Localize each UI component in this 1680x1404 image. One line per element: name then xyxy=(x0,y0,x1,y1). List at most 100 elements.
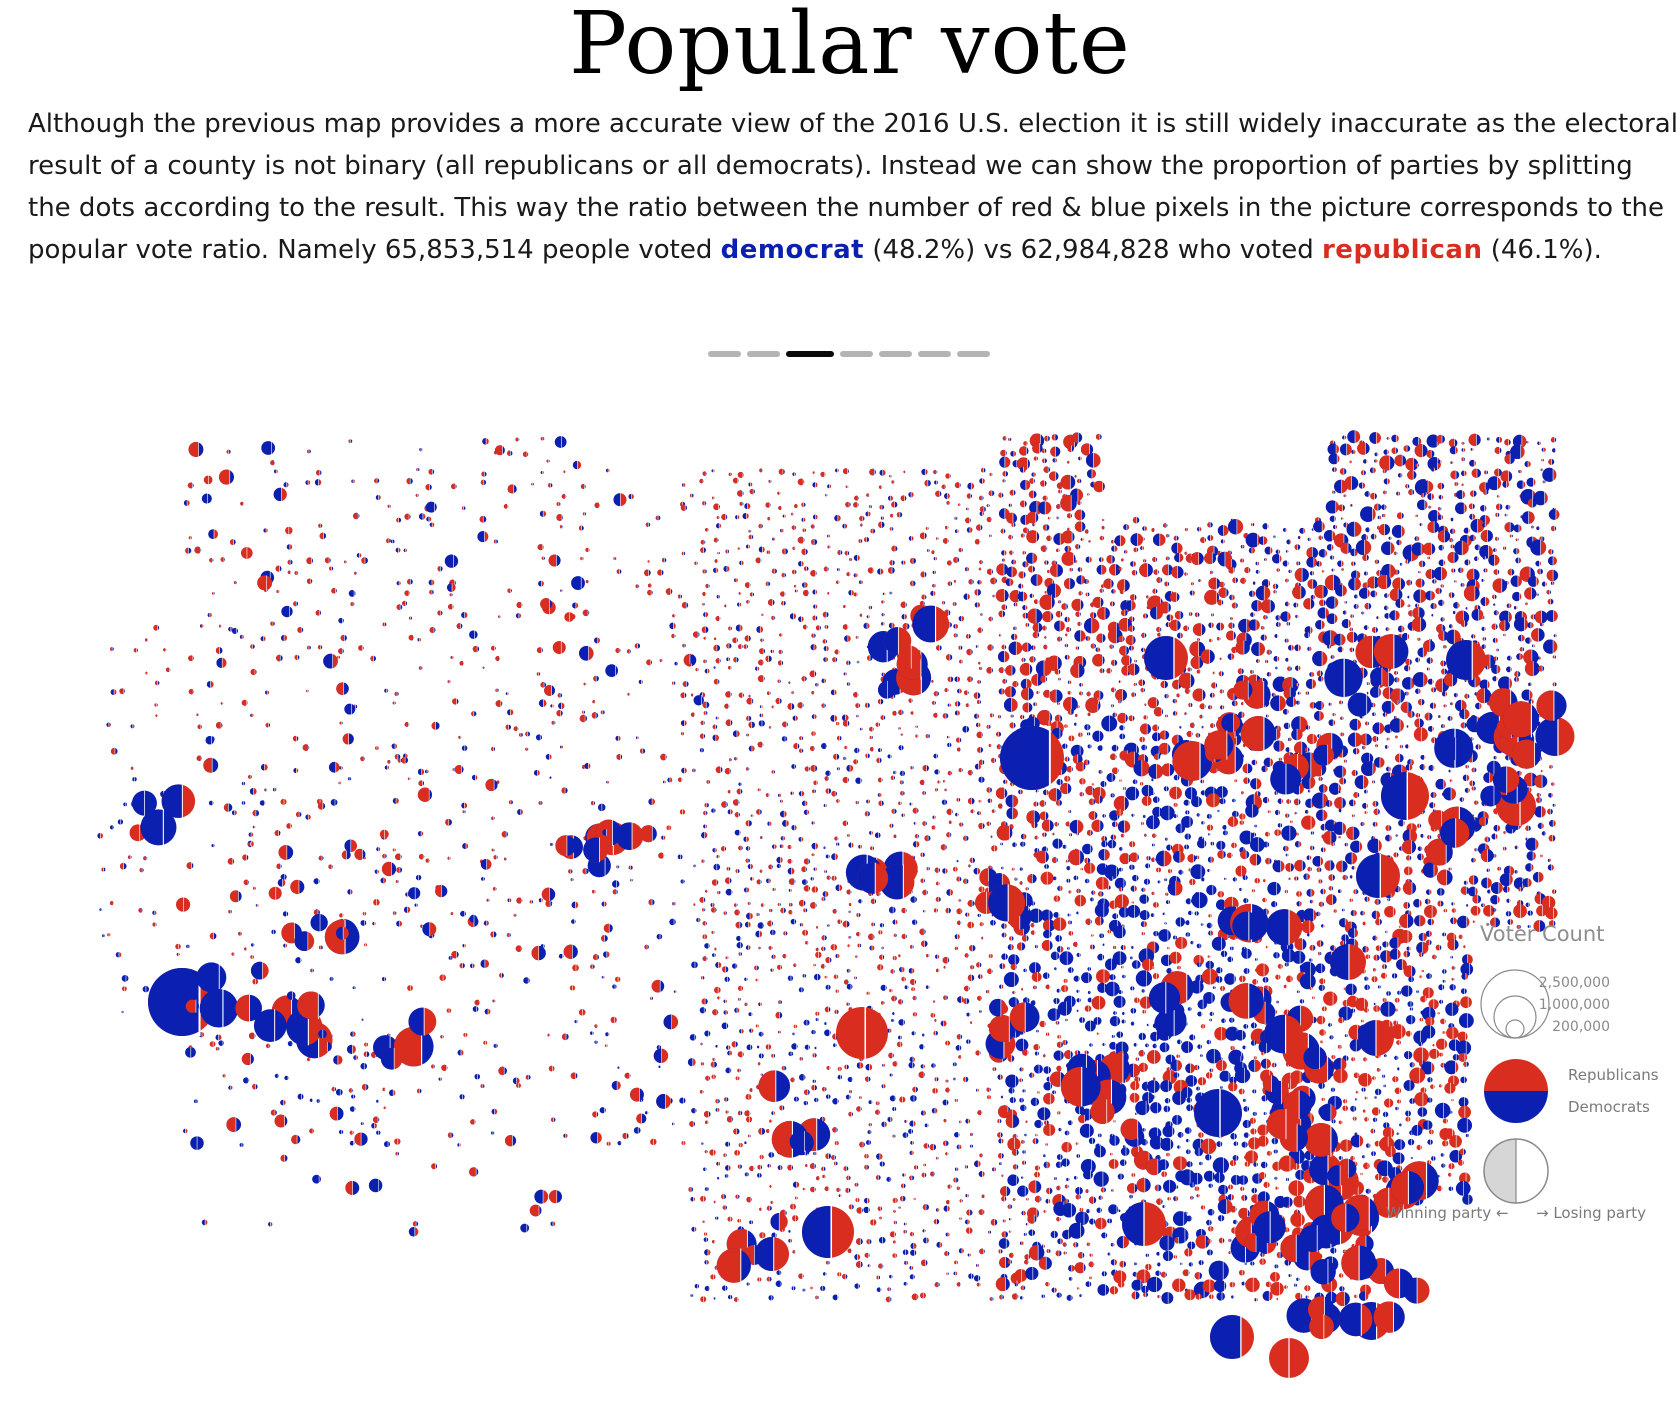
county-dot xyxy=(890,1095,896,1101)
county-dot xyxy=(954,517,957,520)
county-dot xyxy=(1221,951,1227,957)
county-dot xyxy=(1245,804,1258,817)
county-dot xyxy=(1174,553,1183,562)
county-dot xyxy=(695,668,698,671)
county-dot xyxy=(1075,521,1086,532)
county-dot xyxy=(153,922,157,926)
county-dot xyxy=(1031,645,1036,650)
county-dot xyxy=(1382,964,1387,969)
county-dot xyxy=(758,524,762,528)
county-dot xyxy=(462,745,468,751)
county-dot xyxy=(811,1030,815,1034)
county-dot xyxy=(1405,484,1409,488)
county-dot xyxy=(810,570,816,576)
county-dot xyxy=(702,626,709,633)
county-dot xyxy=(1193,688,1206,701)
county-dot xyxy=(264,788,267,791)
county-dot xyxy=(804,810,809,815)
county-dot xyxy=(1449,1111,1452,1114)
county-dot xyxy=(881,517,884,520)
county-dot xyxy=(200,624,203,627)
county-dot xyxy=(1178,870,1183,875)
county-dot xyxy=(629,866,633,870)
county-dot xyxy=(733,478,739,484)
county-dot xyxy=(1008,535,1013,540)
county-dot xyxy=(1479,817,1488,826)
county-dot xyxy=(1372,936,1377,941)
county-dot xyxy=(187,862,194,869)
county-dot xyxy=(901,561,905,565)
county-dot xyxy=(1364,896,1369,901)
county-dot xyxy=(803,1188,806,1191)
county-dot xyxy=(965,1220,970,1225)
county-dot xyxy=(417,1089,422,1094)
county-dot xyxy=(755,931,762,938)
county-dot xyxy=(426,517,431,522)
county-dot xyxy=(1493,638,1498,643)
county-dot xyxy=(1057,779,1063,785)
county-dot xyxy=(791,764,796,769)
county-dot xyxy=(858,845,862,849)
county-dot xyxy=(1525,461,1531,467)
county-dot xyxy=(1283,528,1287,532)
county-dot xyxy=(901,1184,906,1189)
county-dot xyxy=(1000,843,1003,846)
county-dot xyxy=(834,1162,838,1166)
county-dot xyxy=(844,980,849,985)
county-dot xyxy=(253,810,259,816)
county-dot xyxy=(1531,526,1534,529)
county-dot xyxy=(704,1237,709,1242)
county-dot xyxy=(221,702,223,704)
county-dot xyxy=(701,832,707,838)
county-dot xyxy=(1156,1198,1162,1204)
county-dot xyxy=(155,681,159,685)
county-dot xyxy=(627,693,630,696)
county-dot xyxy=(791,825,796,830)
county-dot xyxy=(1028,566,1035,573)
county-dot xyxy=(650,1139,656,1145)
county-dot xyxy=(768,599,775,606)
county-dot xyxy=(1265,858,1271,864)
county-dot xyxy=(767,1206,772,1211)
county-dot xyxy=(492,849,495,852)
county-dot xyxy=(1372,736,1378,742)
county-dot xyxy=(811,1085,817,1091)
county-dot xyxy=(854,592,858,596)
county-dot xyxy=(979,1154,983,1158)
county-dot xyxy=(715,559,719,563)
county-dot xyxy=(1135,1101,1149,1115)
county-dot xyxy=(538,581,544,587)
county-dot xyxy=(976,1264,979,1267)
county-dot xyxy=(996,564,1008,576)
county-dot xyxy=(1057,1042,1063,1048)
county-dot xyxy=(1252,760,1257,765)
county-dot xyxy=(914,822,917,825)
county-dot xyxy=(1525,661,1540,676)
county-dot xyxy=(768,1295,773,1300)
county-dot xyxy=(551,1118,555,1122)
county-dot xyxy=(1450,779,1453,782)
county-dot xyxy=(772,569,777,574)
county-dot xyxy=(1195,1272,1202,1279)
county-dot xyxy=(714,679,720,685)
county-dot xyxy=(834,837,838,841)
county-dot xyxy=(1208,1209,1215,1216)
county-dot xyxy=(1466,904,1469,907)
county-dot xyxy=(756,913,759,916)
county-dot xyxy=(778,680,781,683)
county-dot xyxy=(1282,1197,1293,1208)
county-dot xyxy=(779,633,782,636)
county-dot xyxy=(1009,936,1013,940)
county-dot xyxy=(1313,521,1325,533)
county-dot xyxy=(1463,1061,1469,1067)
county-dot xyxy=(716,1162,720,1166)
county-dot xyxy=(882,613,885,616)
county-dot xyxy=(1099,557,1104,562)
county-dot xyxy=(846,890,851,895)
county-dot xyxy=(945,526,948,529)
county-dot xyxy=(893,1240,896,1243)
county-dot xyxy=(1276,1298,1278,1300)
county-dot xyxy=(260,800,265,805)
county-dot xyxy=(705,1076,710,1081)
county-dot xyxy=(318,645,322,649)
